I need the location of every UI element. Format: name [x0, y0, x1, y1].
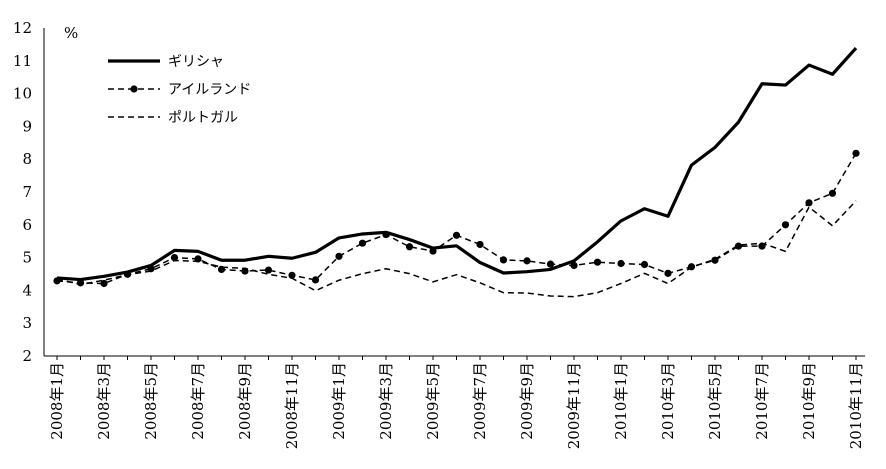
y-tick-label: 12	[13, 19, 32, 37]
x-tick-label: 2008年1月	[48, 362, 66, 440]
x-axis-tick-marks	[56, 356, 857, 360]
x-tick-label: 2010年11月	[847, 362, 865, 449]
y-tick-label: 11	[13, 52, 32, 70]
data-point	[358, 239, 367, 247]
series-line-2	[56, 200, 857, 298]
data-point	[288, 271, 296, 279]
y-tick-label: 4	[22, 281, 32, 299]
data-point	[687, 263, 696, 271]
y-tick-label: 10	[13, 85, 32, 103]
data-point	[664, 269, 672, 277]
x-tick-label: 2009年3月	[377, 362, 395, 440]
data-point	[711, 256, 719, 264]
data-point	[617, 259, 625, 268]
data-point	[734, 242, 743, 250]
series-line-0	[56, 46, 858, 282]
data-point	[217, 265, 226, 274]
x-tick-label: 2009年9月	[518, 362, 536, 440]
data-point	[758, 242, 766, 250]
data-point	[570, 261, 578, 270]
data-point	[335, 252, 343, 260]
y-tick-label: 2	[22, 347, 32, 365]
x-tick-label: 2008年11月	[283, 362, 301, 449]
x-tick-label: 2008年7月	[189, 362, 207, 440]
legend-label: ポルトガル	[168, 110, 238, 126]
x-tick-label: 2009年5月	[424, 362, 442, 440]
data-point	[100, 279, 108, 288]
series-layer	[53, 46, 860, 298]
y-tick-label: 7	[22, 183, 32, 201]
legend-marker	[130, 85, 138, 93]
x-tick-label: 2010年9月	[800, 362, 818, 440]
y-tick-label: 5	[22, 249, 32, 267]
x-tick-label: 2009年7月	[471, 362, 489, 440]
x-tick-label: 2008年9月	[236, 362, 254, 440]
data-point	[828, 189, 837, 197]
data-point	[264, 266, 273, 274]
data-point	[546, 260, 555, 268]
y-axis-unit-label: %	[64, 24, 78, 42]
data-point	[805, 199, 813, 207]
series-line-1	[56, 152, 857, 285]
data-point	[241, 267, 249, 275]
data-point	[311, 276, 320, 284]
x-tick-label: 2010年7月	[753, 362, 771, 440]
x-tick-label: 2009年11月	[565, 362, 583, 449]
x-tick-label: 2010年5月	[706, 362, 724, 440]
data-point	[640, 260, 649, 269]
x-tick-label: 2010年1月	[612, 362, 630, 440]
legend-label: アイルランド	[168, 82, 251, 98]
x-tick-label: 2009年1月	[330, 362, 348, 440]
y-axis-tick-labels: 2 3 4 5 6 7 8 9 10 11 12	[13, 19, 32, 365]
data-point	[523, 257, 531, 265]
y-tick-label: 6	[22, 216, 32, 234]
x-axis-tick-labels: 2008年1月 2008年3月 2008年5月 2008年7月 2008年9月 2008年…	[48, 362, 865, 449]
data-point	[593, 258, 602, 266]
data-point	[170, 254, 179, 262]
data-point	[194, 255, 202, 263]
data-point	[476, 240, 484, 249]
y-tick-label: 3	[22, 314, 32, 332]
legend-label: ギリシャ	[168, 54, 224, 70]
y-tick-label: 8	[22, 150, 32, 168]
data-point	[452, 231, 461, 239]
data-point	[781, 221, 790, 229]
y-tick-label: 9	[22, 117, 32, 135]
data-point	[499, 256, 508, 264]
x-tick-label: 2008年5月	[142, 362, 160, 440]
x-tick-label: 2008年3月	[95, 362, 113, 440]
x-tick-label: 2010年3月	[659, 362, 677, 440]
data-point	[405, 243, 414, 251]
data-point	[852, 149, 860, 157]
